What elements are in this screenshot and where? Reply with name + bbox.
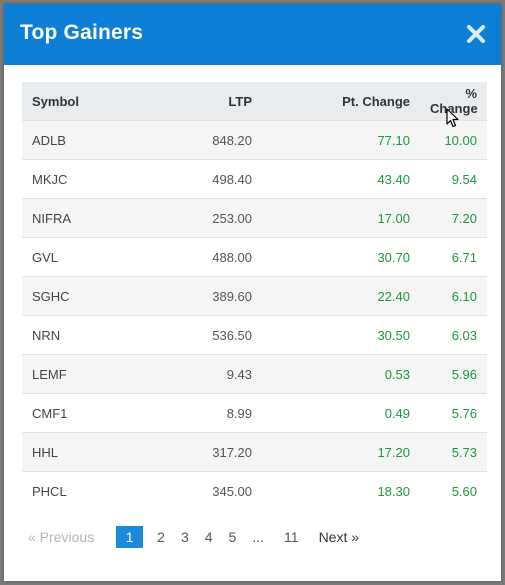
cell-pt-change: 0.49 [262, 393, 420, 433]
modal-header: Top Gainers [4, 4, 501, 65]
cell-ltp: 253.00 [137, 198, 262, 238]
cell-symbol: NIFRA [22, 198, 137, 238]
column-header-ltp[interactable]: LTP [137, 82, 262, 121]
cell-ltp: 317.20 [137, 432, 262, 472]
table-row[interactable]: GVL 488.00 30.70 6.71 [22, 237, 487, 277]
page-link-3[interactable]: 3 [180, 529, 189, 545]
page-link-4[interactable]: 4 [204, 529, 213, 545]
cell-ltp: 345.00 [137, 471, 262, 510]
table-row[interactable]: LEMF 9.43 0.53 5.96 [22, 354, 487, 394]
cell-pct-change: 5.96 [420, 354, 487, 394]
table-header-row: Symbol LTP Pt. Change % Change [22, 82, 487, 121]
cell-pt-change: 22.40 [262, 276, 420, 316]
cell-ltp: 488.00 [137, 237, 262, 277]
cell-symbol: PHCL [22, 471, 137, 510]
table-row[interactable]: ADLB 848.20 77.10 10.00 [22, 120, 487, 160]
cell-pt-change: 43.40 [262, 159, 420, 199]
cell-pct-change: 6.10 [420, 276, 487, 316]
cell-pt-change: 17.20 [262, 432, 420, 472]
cell-symbol: NRN [22, 315, 137, 355]
page-link-1[interactable]: 1 [116, 526, 144, 548]
close-icon[interactable] [465, 23, 487, 45]
cell-symbol: SGHC [22, 276, 137, 316]
cell-symbol: ADLB [22, 120, 137, 160]
cell-pt-change: 30.70 [262, 237, 420, 277]
table-row[interactable]: SGHC 389.60 22.40 6.10 [22, 276, 487, 316]
previous-page-link[interactable]: « Previous [28, 529, 95, 545]
cell-pct-change: 10.00 [420, 120, 487, 160]
pagination: « Previous 1 2 3 4 5 ... 11 Next » [28, 526, 359, 548]
table-row[interactable]: HHL 317.20 17.20 5.73 [22, 432, 487, 472]
cell-pt-change: 17.00 [262, 198, 420, 238]
cell-pct-change: 6.03 [420, 315, 487, 355]
page-link-2[interactable]: 2 [157, 529, 165, 545]
cell-pt-change: 0.53 [262, 354, 420, 394]
cell-pct-change: 7.20 [420, 198, 487, 238]
page-link-5[interactable]: 5 [228, 529, 237, 545]
table-row[interactable]: MKJC 498.40 43.40 9.54 [22, 159, 487, 199]
cell-symbol: MKJC [22, 159, 137, 199]
top-gainers-modal: Top Gainers Symbol LTP Pt. Change % Chan… [4, 4, 501, 581]
cell-pct-change: 5.60 [420, 471, 487, 510]
cell-pt-change: 18.30 [262, 471, 420, 510]
column-header-pt-change[interactable]: Pt. Change [262, 82, 420, 121]
cell-symbol: CMF1 [22, 393, 137, 433]
cell-pct-change: 6.71 [420, 237, 487, 277]
page-ellipsis: ... [252, 529, 265, 545]
gainers-table: Symbol LTP Pt. Change % Change ADLB 848.… [22, 82, 487, 510]
cell-ltp: 9.43 [137, 354, 262, 394]
table-row[interactable]: PHCL 345.00 18.30 5.60 [22, 471, 487, 510]
cell-symbol: LEMF [22, 354, 137, 394]
cell-ltp: 848.20 [137, 120, 262, 160]
cell-pt-change: 77.10 [262, 120, 420, 160]
page-link-11[interactable]: 11 [284, 529, 299, 545]
table-row[interactable]: NRN 536.50 30.50 6.03 [22, 315, 487, 355]
cell-pct-change: 5.73 [420, 432, 487, 472]
cell-ltp: 498.40 [137, 159, 262, 199]
mouse-pointer-icon [446, 108, 459, 128]
cell-symbol: HHL [22, 432, 137, 472]
table-row[interactable]: NIFRA 253.00 17.00 7.20 [22, 198, 487, 238]
cell-ltp: 8.99 [137, 393, 262, 433]
cell-symbol: GVL [22, 237, 137, 277]
cell-pct-change: 9.54 [420, 159, 487, 199]
cell-pct-change: 5.76 [420, 393, 487, 433]
column-header-symbol[interactable]: Symbol [22, 82, 137, 121]
next-page-link[interactable]: Next » [318, 529, 360, 545]
column-header-pct-change[interactable]: % Change [420, 82, 487, 121]
cell-pt-change: 30.50 [262, 315, 420, 355]
table-row[interactable]: CMF1 8.99 0.49 5.76 [22, 393, 487, 433]
cell-ltp: 389.60 [137, 276, 262, 316]
cell-ltp: 536.50 [137, 315, 262, 355]
modal-title: Top Gainers [20, 21, 144, 44]
